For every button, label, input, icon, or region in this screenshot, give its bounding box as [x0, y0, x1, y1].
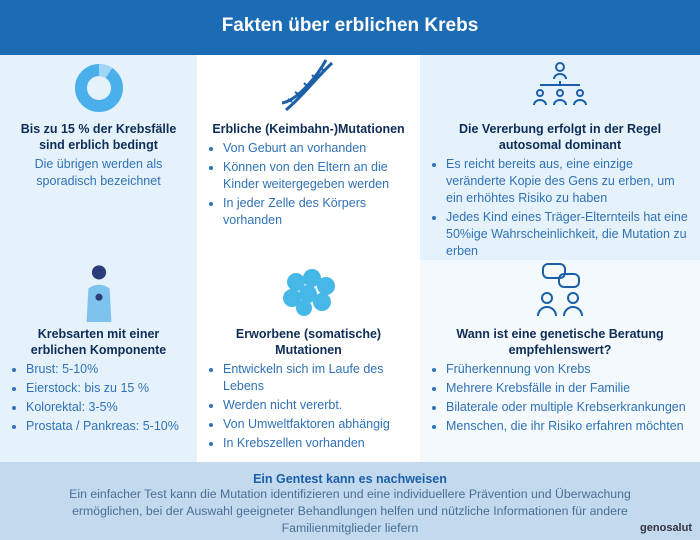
bullet: In jeder Zelle des Körpers vorhanden — [223, 195, 410, 229]
icon-dna — [281, 59, 333, 112]
bullet: Brust: 5-10% — [26, 361, 187, 378]
bullet: Früherkennung von Krebs — [446, 361, 690, 378]
icon-tree — [533, 62, 587, 106]
bullet: Eierstock: bis zu 15 % — [26, 380, 187, 397]
card: Erbliche (Keimbahn-)Mutationen Von Geburt… — [197, 55, 420, 260]
card: Wann ist eine genetische Beratung empfeh… — [420, 260, 700, 462]
icon-person — [86, 265, 111, 322]
bullet: Mehrere Krebsfälle in der Familie — [446, 380, 690, 397]
bullet-list: Von Geburt an vorhanden Können von den El… — [207, 140, 410, 229]
card-title: Erbliche (Keimbahn-)Mutationen — [212, 122, 405, 136]
card-title: Die Vererbung erfolgt in der Regel autos… — [458, 122, 662, 152]
bullet: Jedes Kind eines Träger-Elternteils hat … — [446, 209, 690, 260]
bullet-list: Entwickeln sich im Laufe des Lebens Werde… — [207, 361, 410, 452]
bullet: Entwickeln sich im Laufe des Lebens — [223, 361, 410, 395]
logo: genosalut — [640, 522, 692, 534]
bullet: Menschen, die ihr Risiko erfahren möchte… — [446, 418, 690, 435]
card-title: Erworbene (somatische) Mutationen — [235, 327, 382, 357]
bullet: Von Geburt an vorhanden — [223, 140, 410, 157]
bullet: Von Umweltfaktoren abhängig — [223, 416, 410, 433]
card-text: Die übrigen werden als sporadisch bezeic… — [34, 157, 163, 188]
bullet: Prostata / Pankreas: 5-10% — [26, 418, 187, 435]
icon-talk — [537, 263, 583, 317]
card: Krebsarten mit einer erblichen Komponent… — [0, 260, 197, 462]
header-title: Fakten über erblichen Krebs — [0, 0, 700, 55]
bullet: Es reicht bereits aus, eine einzige verä… — [446, 156, 690, 207]
bullet-list: Früherkennung von Krebs Mehrere Krebsfäll… — [430, 361, 690, 435]
card-title: Krebsarten mit einer erblichen Komponent… — [30, 327, 167, 357]
bullet: Kolorektal: 3-5% — [26, 399, 187, 416]
bullet: Werden nicht vererbt. — [223, 397, 410, 414]
bullet-list: Es reicht bereits aus, eine einzige verä… — [430, 156, 690, 260]
card: Bis zu 15 % der Krebsfälle sind erblich … — [0, 55, 197, 260]
footer-title: Ein Gentest kann es nachweisen — [253, 472, 447, 486]
icon-cells — [282, 269, 335, 316]
card: Die Vererbung erfolgt in der Regel autos… — [420, 55, 700, 260]
footer-text: Ein einfacher Test kann die Mutation ide… — [69, 487, 631, 535]
card-title: Bis zu 15 % der Krebsfälle sind erblich … — [20, 122, 177, 152]
bullet-list: Brust: 5-10% Eierstock: bis zu 15 % Kolore… — [10, 361, 187, 435]
bullet: Können von den Eltern an die Kinder weit… — [223, 159, 410, 193]
bullet: In Krebszellen vorhanden — [223, 435, 410, 452]
footer: Ein Gentest kann es nachweisen Ein einfa… — [0, 462, 700, 540]
bullet: Bilaterale oder multiple Krebserkrankung… — [446, 399, 690, 416]
icon-donut — [74, 63, 123, 112]
card-title: Wann ist eine genetische Beratung empfeh… — [456, 327, 664, 357]
card: Erworbene (somatische) Mutationen Entwick… — [197, 260, 420, 462]
